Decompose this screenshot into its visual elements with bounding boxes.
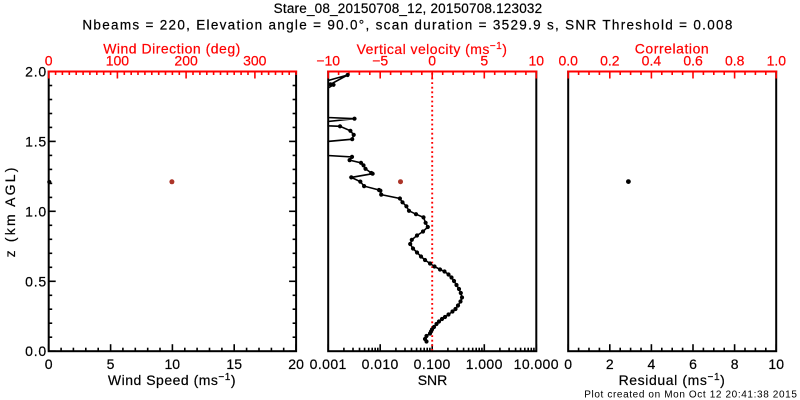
svg-text:0.0: 0.0 — [25, 343, 47, 359]
svg-text:0: 0 — [45, 53, 53, 69]
svg-text:0.100: 0.100 — [414, 356, 451, 372]
svg-text:−5: −5 — [372, 53, 388, 69]
svg-text:0.6: 0.6 — [683, 53, 703, 69]
svg-text:Vertical velocity (ms−1): Vertical velocity (ms−1) — [357, 41, 508, 57]
svg-text:0.0: 0.0 — [558, 53, 578, 69]
svg-text:100: 100 — [106, 53, 130, 69]
svg-text:Residual (ms−1): Residual (ms−1) — [619, 372, 726, 388]
svg-text:Plot created on Mon Oct 12 20:: Plot created on Mon Oct 12 20:41:38 2015 — [584, 390, 797, 400]
svg-text:2: 2 — [606, 356, 614, 372]
svg-text:Stare_08_20150708_12, 20150708: Stare_08_20150708_12, 20150708.123032 — [274, 1, 543, 16]
svg-text:15: 15 — [226, 356, 242, 372]
svg-text:10.000: 10.000 — [514, 356, 559, 372]
svg-text:0: 0 — [428, 53, 436, 69]
svg-text:0.4: 0.4 — [642, 53, 662, 69]
svg-text:0: 0 — [564, 356, 572, 372]
svg-text:Wind Direction (deg): Wind Direction (deg) — [103, 41, 241, 57]
svg-text:5: 5 — [107, 356, 115, 372]
svg-text:6: 6 — [689, 356, 697, 372]
svg-text:Correlation: Correlation — [635, 41, 710, 57]
svg-text:z (km AGL): z (km AGL) — [2, 165, 18, 257]
svg-text:4: 4 — [648, 356, 656, 372]
svg-text:Wind Speed (ms−1): Wind Speed (ms−1) — [108, 372, 236, 388]
svg-text:Nbeams = 220, Elevation angle: Nbeams = 220, Elevation angle = 90.0°, s… — [82, 18, 733, 33]
svg-text:10: 10 — [529, 53, 545, 69]
svg-text:8: 8 — [731, 356, 739, 372]
svg-text:1.5: 1.5 — [25, 133, 47, 149]
svg-text:0: 0 — [45, 356, 53, 372]
svg-text:0.8: 0.8 — [725, 53, 745, 69]
svg-text:20: 20 — [288, 356, 304, 372]
svg-text:−10: −10 — [316, 53, 340, 69]
svg-text:300: 300 — [243, 53, 267, 69]
svg-text:SNR: SNR — [418, 372, 448, 388]
svg-text:2.0: 2.0 — [25, 64, 47, 80]
svg-text:0.5: 0.5 — [25, 273, 47, 289]
svg-text:10: 10 — [768, 356, 784, 372]
svg-text:1.0: 1.0 — [25, 203, 47, 219]
svg-text:0.001: 0.001 — [310, 356, 347, 372]
svg-text:10: 10 — [165, 356, 181, 372]
svg-text:5: 5 — [480, 53, 488, 69]
svg-text:200: 200 — [174, 53, 198, 69]
svg-text:0.010: 0.010 — [362, 356, 399, 372]
svg-text:1.000: 1.000 — [466, 356, 503, 372]
svg-text:1.0: 1.0 — [767, 53, 787, 69]
svg-text:0.2: 0.2 — [600, 53, 620, 69]
